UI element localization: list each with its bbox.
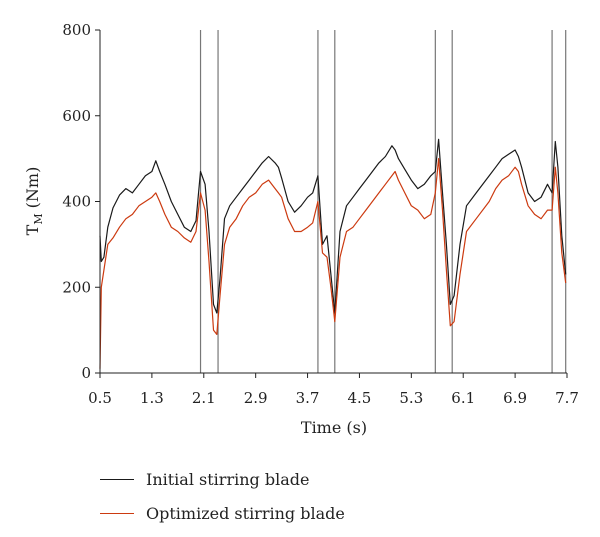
- x-tick-label-4: 3.7: [296, 389, 320, 407]
- legend-label-optimized: Optimized stirring blade: [146, 503, 345, 523]
- x-tick-label-3: 2.9: [244, 389, 268, 407]
- y-tick-label-2: 400: [62, 193, 91, 211]
- y-tick-label-0: 0: [81, 364, 91, 382]
- x-ticks: 0.5 1.3 2.1 2.9 3.7 4.5 5.3 6.1 6.9 7.7: [88, 373, 579, 407]
- x-tick-label-7: 6.1: [451, 389, 475, 407]
- legend-swatch-initial: [100, 478, 134, 480]
- legend: Initial stirring blade Optimized stirrin…: [100, 462, 345, 530]
- y-axis-title: TM (Nm): [23, 167, 45, 236]
- series-line-1: [99, 158, 567, 369]
- chart: 0 200 400 600 800 0.5 1.3 2.1 2.9 3.7 4.5 5.3 6.1 6.…: [23, 21, 579, 437]
- axes: [99, 30, 567, 374]
- legend-item-initial: Initial stirring blade: [100, 462, 345, 496]
- vertical-markers: [199, 30, 567, 373]
- x-tick-label-6: 5.3: [399, 389, 423, 407]
- y-tick-label-3: 600: [62, 107, 91, 125]
- y-axis-title-sub: M: [32, 213, 45, 224]
- series-line-0: [99, 138, 567, 314]
- x-tick-label-1: 1.3: [140, 389, 164, 407]
- x-tick-label-0: 0.5: [88, 389, 112, 407]
- y-ticks: 0 200 400 600 800: [62, 21, 100, 382]
- series-lines: [99, 138, 567, 369]
- legend-swatch-optimized: [100, 512, 134, 514]
- x-tick-label-8: 6.9: [503, 389, 527, 407]
- y-axis-title-main: T: [23, 224, 42, 235]
- y-axis-title-unit: (Nm): [23, 167, 42, 214]
- legend-item-optimized: Optimized stirring blade: [100, 496, 345, 530]
- x-tick-label-2: 2.1: [192, 389, 216, 407]
- x-tick-label-9: 7.7: [555, 389, 579, 407]
- x-axis-title: Time (s): [301, 418, 367, 437]
- legend-label-initial: Initial stirring blade: [146, 469, 310, 489]
- y-tick-label-1: 200: [62, 278, 91, 296]
- x-tick-label-5: 4.5: [348, 389, 372, 407]
- y-tick-label-4: 800: [62, 21, 91, 39]
